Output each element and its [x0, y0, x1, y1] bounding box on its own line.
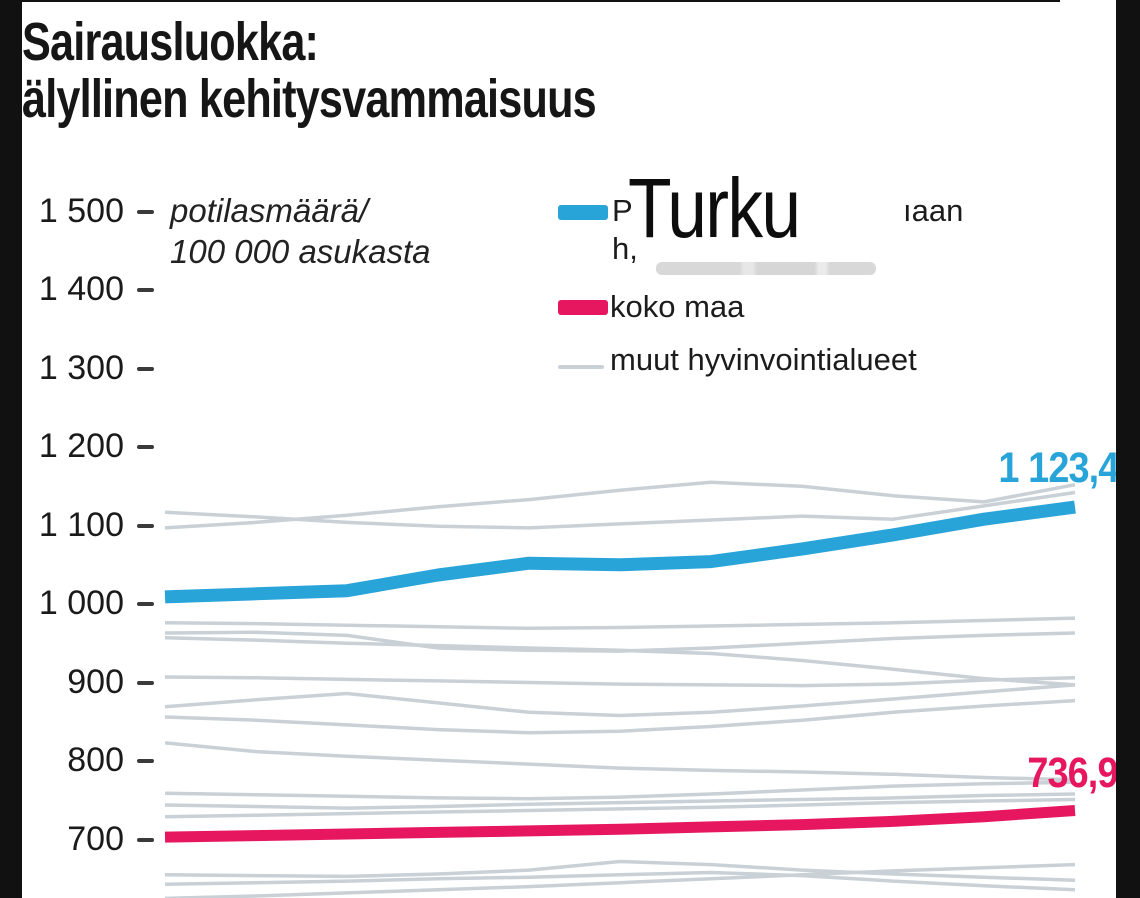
y-tick-label: 1 000: [38, 584, 124, 622]
y-tick-mark: [137, 209, 154, 214]
y-tick-label: 700: [67, 819, 124, 858]
y-tick-label: 1 200: [38, 427, 124, 465]
chart-line: [164, 862, 1076, 898]
chart-line: [164, 797, 1076, 819]
chart-line: [164, 480, 1076, 530]
chart-line: [164, 780, 1076, 801]
y-tick-label: 1 500: [38, 191, 124, 230]
y-tick-label: 1 400: [38, 270, 124, 308]
chart-title-line1: Sairausluokka:: [22, 12, 319, 72]
y-tick-mark: [137, 680, 154, 685]
y-tick-label: 1 300: [38, 348, 124, 387]
chart-line: [164, 805, 1076, 843]
legend-region-label-fragment-end: ıaan: [903, 193, 964, 228]
chart-line: [164, 859, 1076, 883]
y-tick-label: 800: [67, 741, 124, 779]
legend-region-label-fragment-start: P: [612, 193, 633, 228]
left-black-bar: [0, 0, 22, 898]
highlighted-lines: [164, 500, 1076, 843]
right-black-bar: [1116, 0, 1140, 898]
legend-swatch-koko-maa: [558, 300, 608, 315]
legend-koko-maa-label: koko maa: [610, 289, 745, 324]
y-tick-mark: [137, 288, 154, 292]
y-tick-mark: [137, 366, 154, 371]
chart-line: [164, 741, 1076, 782]
chart-line: [164, 500, 1076, 604]
chart-line: [164, 792, 1076, 810]
top-black-edge: [0, 0, 1060, 2]
chart-line: [164, 870, 1076, 892]
y-tick-mark: [137, 523, 154, 528]
y-tick-mark: [137, 837, 154, 842]
y-tick-label: 900: [67, 662, 124, 701]
turku-overlay-label: Turku: [628, 161, 801, 255]
chart-title: Sairausluokka: älyllinen kehitysvammaisu…: [22, 14, 739, 128]
y-axis-unit-note: potilasmäärä/ 100 000 asukasta: [170, 190, 431, 272]
y-axis-unit-line2: 100 000 asukasta: [170, 233, 431, 270]
y-tick-mark: [137, 759, 154, 763]
y-tick-mark: [137, 445, 154, 449]
legend-muut-label: muut hyvinvointialueet: [610, 342, 917, 377]
region-end-value-label: 1 123,4: [997, 444, 1119, 492]
chart-line: [164, 616, 1076, 631]
chart-title-line2: älyllinen kehitysvammaisuus: [22, 69, 597, 129]
koko-maa-end-value-label: 736,9: [1027, 749, 1119, 797]
legend-swatch-region: [558, 205, 608, 220]
chart-line: [164, 698, 1076, 735]
legend-region-label-fragment-line2: h,: [612, 231, 638, 266]
y-tick-mark: [137, 602, 154, 606]
chart-line: [164, 636, 1076, 687]
y-axis-unit-line1: potilasmäärä/: [170, 192, 369, 229]
chart-line: [164, 683, 1076, 718]
other-regions-lines: [164, 480, 1076, 898]
covered-text-strip: [656, 262, 876, 275]
legend-swatch-muut: [558, 365, 604, 369]
chart-line: [164, 675, 1076, 688]
chart-line: [164, 490, 1076, 530]
y-tick-label: 1 100: [38, 505, 124, 544]
